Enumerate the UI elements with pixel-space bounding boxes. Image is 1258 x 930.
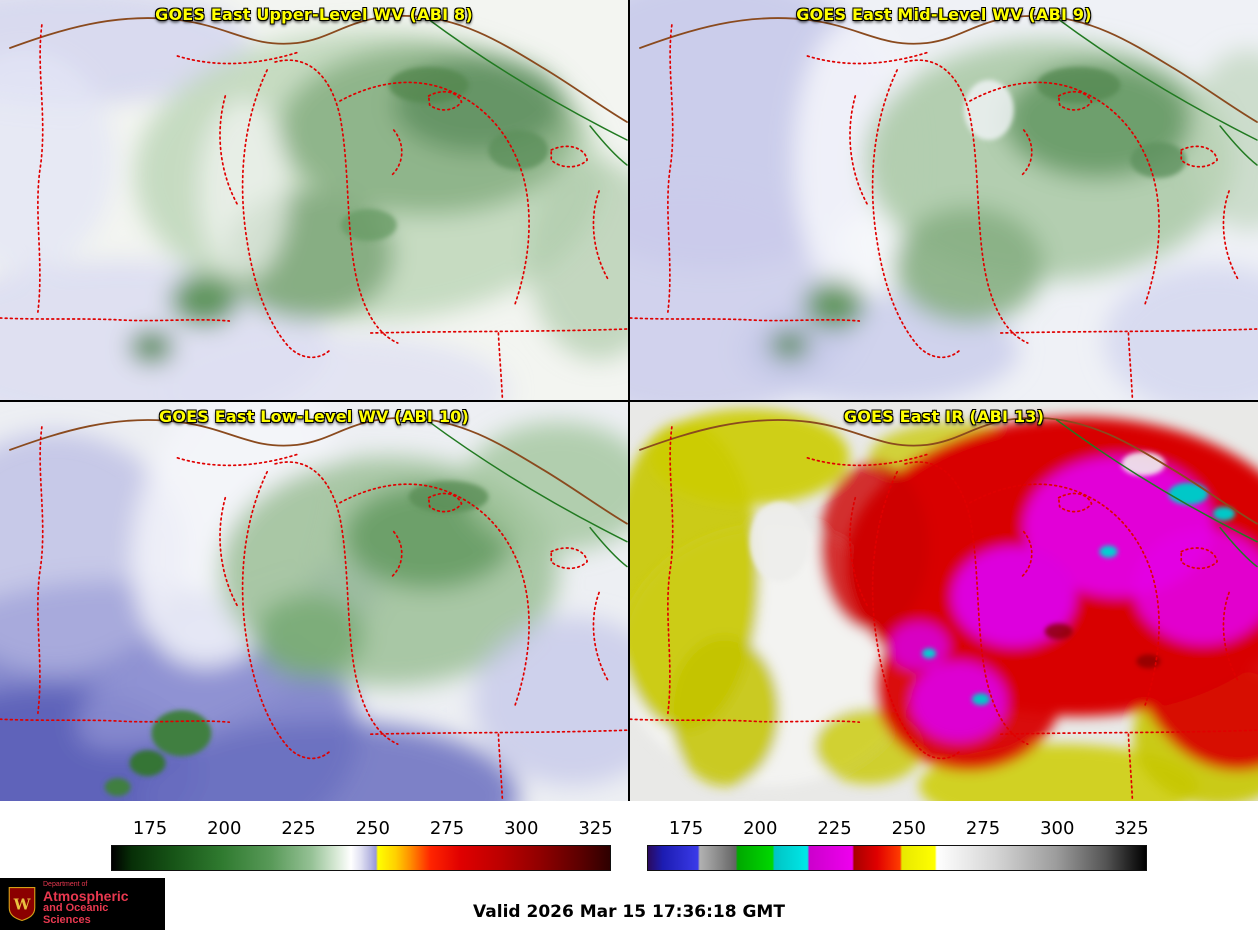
valid-time-label: Valid 2026 Mar 15 17:36:18 GMT [473, 902, 785, 922]
ir-imagery [630, 402, 1258, 801]
panel-title-ir: GOES East IR (ABI 13) [843, 407, 1045, 426]
colorbar-row: 175 200 225 250 275 300 325 175 200 225 … [0, 801, 1258, 871]
satellite-panel-grid: GOES East Upper-Level WV (ABI 8) [0, 0, 1258, 801]
tick-label: 175 [132, 818, 168, 839]
ir-colorbar-gradient [647, 845, 1147, 871]
ir-colorbar: 175 200 225 250 275 300 325 [647, 817, 1149, 871]
tick-label: 250 [355, 818, 390, 839]
panel-ir: GOES East IR (ABI 13) [630, 402, 1258, 801]
tick-label: 325 [1114, 818, 1149, 839]
aos-logo-text: Department of Atmospheric and Oceanic Sc… [43, 881, 158, 926]
tick-label: 300 [1040, 818, 1075, 839]
tick-label: 175 [668, 818, 704, 839]
ir-colorbar-ticks: 175 200 225 250 275 300 325 [647, 817, 1149, 845]
panel-mid-level-wv: GOES East Mid-Level WV (ABI 9) [630, 0, 1258, 400]
crest-letter: W [13, 895, 32, 913]
logo-line3: and Oceanic Sciences [43, 902, 109, 927]
wv-colorbar-gradient [111, 845, 611, 871]
tick-label: 250 [891, 818, 926, 839]
footer: W Department of Atmospheric and Oceanic … [0, 871, 1258, 930]
tick-label: 225 [817, 818, 852, 839]
mid-level-wv-imagery [630, 0, 1258, 400]
uw-crest-icon: W [8, 886, 36, 922]
tick-label: 200 [743, 818, 778, 839]
logo-line2: Atmospheric [43, 887, 129, 904]
tick-label: 200 [207, 818, 242, 839]
panel-title-low-wv: GOES East Low-Level WV (ABI 10) [158, 407, 469, 426]
tick-label: 325 [578, 818, 613, 839]
panel-title-mid-wv: GOES East Mid-Level WV (ABI 9) [796, 5, 1092, 24]
tick-label: 275 [429, 818, 465, 839]
wv-colorbar: 175 200 225 250 275 300 325 [111, 817, 613, 871]
tick-label: 300 [504, 818, 539, 839]
panel-low-level-wv: GOES East Low-Level WV (ABI 10) [0, 402, 628, 801]
low-level-wv-imagery [0, 402, 628, 801]
tick-label: 225 [281, 818, 316, 839]
upper-level-wv-imagery [0, 0, 628, 400]
tick-label: 275 [965, 818, 1001, 839]
panel-upper-level-wv: GOES East Upper-Level WV (ABI 8) [0, 0, 628, 400]
aos-logo: W Department of Atmospheric and Oceanic … [0, 878, 165, 930]
logo-line1: Department of [43, 881, 88, 889]
panel-title-upper-wv: GOES East Upper-Level WV (ABI 8) [155, 5, 473, 24]
wv-colorbar-ticks: 175 200 225 250 275 300 325 [111, 817, 613, 845]
